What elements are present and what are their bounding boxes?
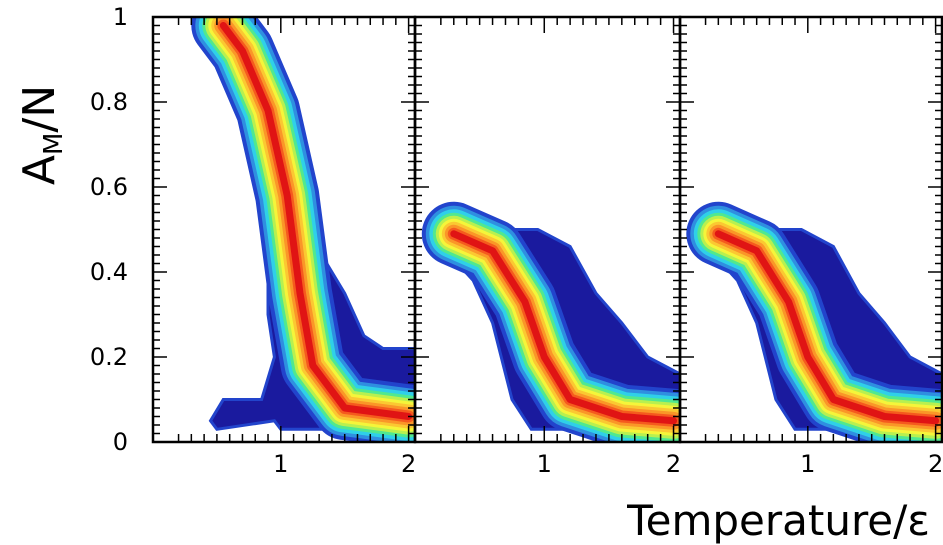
panel-left-contours [191, 17, 415, 442]
x-tick-label: 1 [273, 450, 288, 478]
y-tick-label: 1 [113, 3, 128, 31]
x-tick-label: 2 [928, 450, 943, 478]
contour-band-10 [219, 22, 413, 420]
panels-layer [191, 17, 942, 442]
y-tick-label: 0.6 [90, 173, 128, 201]
y-tick-label: 0.8 [90, 88, 128, 116]
y-tick-label: 0.2 [90, 343, 128, 371]
y-axis-title-sub: M [39, 133, 69, 155]
y-tick-label: 0 [113, 428, 128, 456]
x-tick-label: 1 [800, 450, 815, 478]
panel-middle-contours [421, 201, 680, 442]
y-axis-title: AM/N [14, 85, 69, 185]
x-tick-label: 2 [401, 450, 416, 478]
panel-right-contours [686, 201, 942, 442]
contour-band-10 [450, 230, 677, 425]
x-tick-label: 2 [666, 450, 681, 478]
y-tick-label: 0.4 [90, 258, 128, 286]
contour-band-10 [714, 230, 940, 425]
y-axis-title-main: A [14, 155, 65, 185]
y-axis-title-rest: /N [14, 85, 65, 133]
x-axis-title: Temperature/ε [626, 496, 930, 545]
ticks-layer [153, 16, 942, 443]
x-tick-label: 1 [537, 450, 552, 478]
labels-layer: 1 2 1 2 1 2 0 0.2 0.4 0.6 0.8 1 [90, 3, 943, 478]
